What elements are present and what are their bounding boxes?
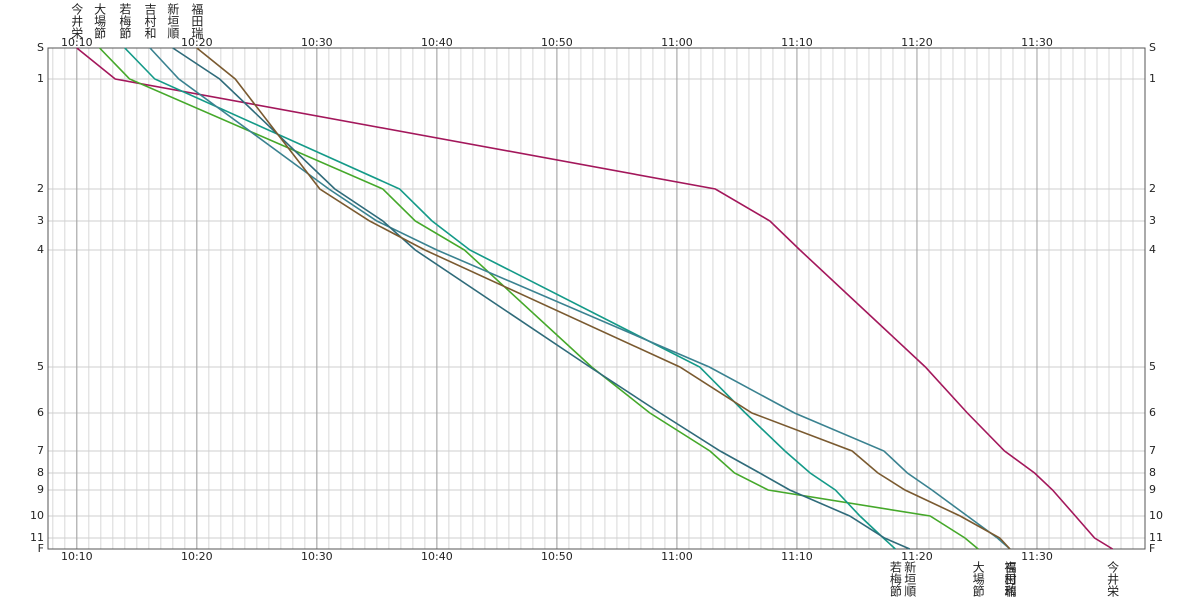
y-tick-label: 8 xyxy=(37,466,44,479)
runner-name-top: 新垣順 xyxy=(166,2,180,39)
y-tick-label-right: 4 xyxy=(1149,243,1156,256)
y-tick-label: 5 xyxy=(37,360,44,373)
y-tick-label: 1 xyxy=(37,72,44,85)
x-tick-label-top: 11:00 xyxy=(661,36,693,49)
x-tick-label: 11:00 xyxy=(661,550,693,563)
runner-name-top: 若梅節 xyxy=(118,3,132,39)
y-tick-label: 9 xyxy=(37,483,44,496)
y-tick-label-right: 6 xyxy=(1149,406,1156,419)
runner-name-bottom: 今井栄 xyxy=(1106,560,1120,598)
runner-name-bottom: 新垣順 xyxy=(903,560,917,597)
x-tick-label: 10:20 xyxy=(181,550,213,563)
x-tick-label-top: 10:10 xyxy=(61,36,93,49)
x-tick-label: 11:30 xyxy=(1021,550,1053,563)
y-tick-label-right: 1 xyxy=(1149,72,1156,85)
y-tick-label-right: 10 xyxy=(1149,509,1163,522)
plot-frame xyxy=(47,47,1146,550)
y-tick-label-right: 8 xyxy=(1149,466,1156,479)
y-tick-label: 2 xyxy=(37,182,44,195)
x-tick-label-top: 10:40 xyxy=(421,36,453,49)
series-line xyxy=(196,47,1011,550)
y-tick-label: S xyxy=(37,41,44,54)
y-tick-label-right: F xyxy=(1149,542,1155,555)
runner-name-top: 今井栄 xyxy=(70,2,84,40)
runner-name-bottom: 大場節 xyxy=(971,561,985,597)
y-tick-label: 7 xyxy=(37,444,44,457)
y-tick-label-right: 5 xyxy=(1149,360,1156,373)
x-tick-label-top: 10:50 xyxy=(541,36,573,49)
series-line xyxy=(124,47,896,550)
x-tick-label-top: 11:30 xyxy=(1021,36,1053,49)
y-tick-label-right: 7 xyxy=(1149,444,1156,457)
series-line xyxy=(149,47,1011,550)
x-tick-label-top: 11:10 xyxy=(781,36,813,49)
x-tick-label-top: 10:30 xyxy=(301,36,333,49)
x-tick-label: 10:50 xyxy=(541,550,573,563)
y-tick-label: F xyxy=(38,542,44,555)
y-tick-label-right: 11 xyxy=(1149,531,1163,544)
y-tick-label-right: 9 xyxy=(1149,483,1156,496)
runner-name-top: 福田瑞 xyxy=(190,2,204,39)
y-tick-label: 4 xyxy=(37,243,44,256)
runner-name-bottom: 若梅節 xyxy=(888,561,902,597)
x-tick-label-top: 10:20 xyxy=(181,36,213,49)
runner-name-top: 吉村和 xyxy=(143,3,157,39)
x-tick-label: 11:10 xyxy=(781,550,813,563)
y-tick-label-right: 3 xyxy=(1149,214,1156,227)
x-tick-label: 10:10 xyxy=(61,550,93,563)
runner-name-bottom: 福田瑞 xyxy=(1003,560,1017,597)
x-tick-label: 11:20 xyxy=(901,550,933,563)
y-tick-label: 6 xyxy=(37,406,44,419)
y-tick-label: 11 xyxy=(30,531,44,544)
y-tick-label-right: S xyxy=(1149,41,1156,54)
y-tick-label: 10 xyxy=(30,509,44,522)
runner-name-top: 大場節 xyxy=(93,3,107,39)
series-line xyxy=(76,47,1114,550)
runner-name-bottom: 吉村和 xyxy=(1003,561,1017,597)
series-line xyxy=(172,47,911,550)
y-tick-label: 3 xyxy=(37,214,44,227)
x-tick-label: 10:40 xyxy=(421,550,453,563)
x-tick-label-top: 11:20 xyxy=(901,36,933,49)
x-tick-label: 10:30 xyxy=(301,550,333,563)
series-line xyxy=(99,47,979,550)
y-tick-label-right: 2 xyxy=(1149,182,1156,195)
